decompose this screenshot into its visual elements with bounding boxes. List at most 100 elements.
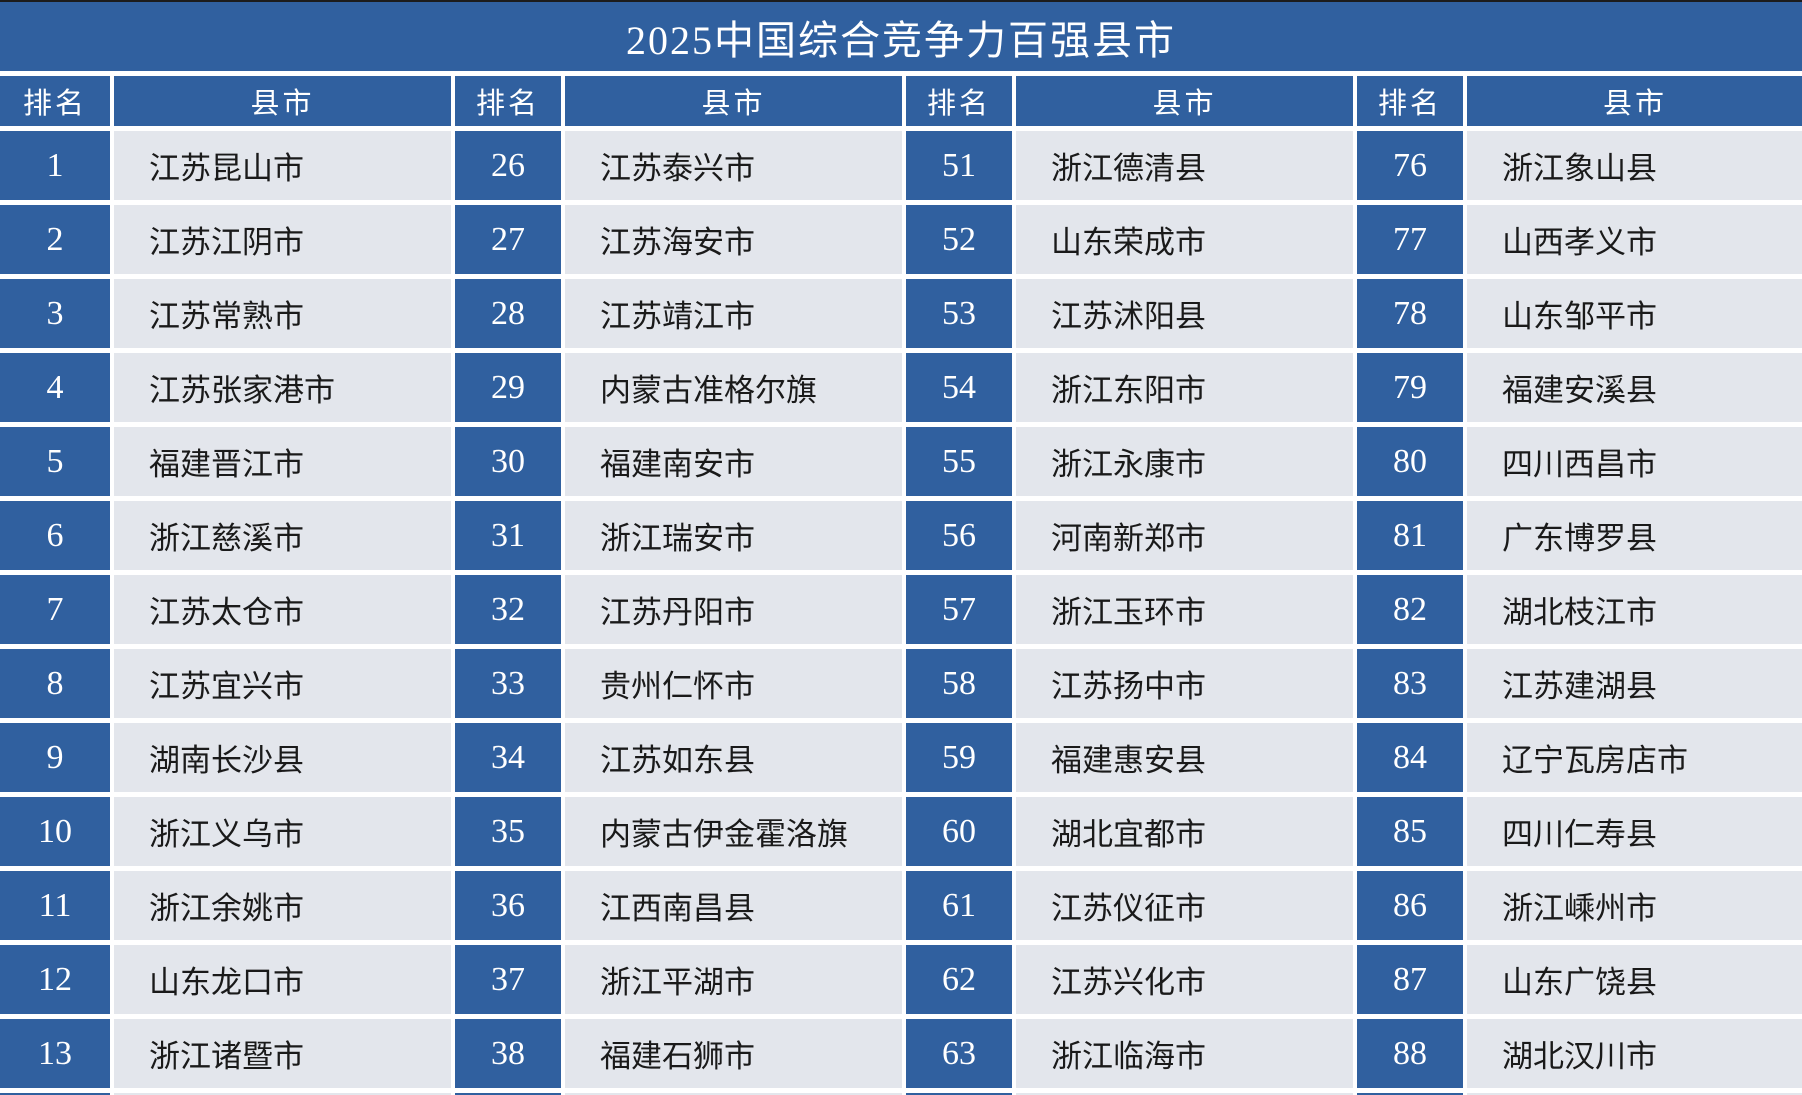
city-cell: 江苏建湖县 xyxy=(1467,649,1802,718)
table-title: 2025中国综合竞争力百强县市 xyxy=(0,2,1802,71)
city-cell: 福建安溪县 xyxy=(1467,353,1802,422)
rank-cell: 56 xyxy=(906,501,1012,570)
rank-cell: 12 xyxy=(0,945,110,1014)
rank-cell: 2 xyxy=(0,205,110,274)
rank-cell: 26 xyxy=(455,131,561,200)
rank-cell: 51 xyxy=(906,131,1012,200)
rank-cell: 11 xyxy=(0,871,110,940)
city-cell: 湖北汉川市 xyxy=(1467,1019,1802,1088)
rank-cell-partial xyxy=(906,1093,1012,1095)
city-cell: 辽宁瓦房店市 xyxy=(1467,723,1802,792)
rank-header: 排名 xyxy=(455,76,561,126)
city-cell: 江西南昌县 xyxy=(565,871,902,940)
rank-cell: 32 xyxy=(455,575,561,644)
rank-cell: 55 xyxy=(906,427,1012,496)
city-cell: 浙江义乌市 xyxy=(114,797,451,866)
city-cell: 山东广饶县 xyxy=(1467,945,1802,1014)
city-header: 县市 xyxy=(114,76,451,126)
rank-cell: 53 xyxy=(906,279,1012,348)
city-cell: 浙江余姚市 xyxy=(114,871,451,940)
rank-cell: 54 xyxy=(906,353,1012,422)
city-cell: 浙江东阳市 xyxy=(1016,353,1353,422)
rank-cell: 8 xyxy=(0,649,110,718)
city-cell: 贵州仁怀市 xyxy=(565,649,902,718)
city-cell: 四川西昌市 xyxy=(1467,427,1802,496)
rank-cell: 10 xyxy=(0,797,110,866)
rank-header: 排名 xyxy=(906,76,1012,126)
rank-cell: 80 xyxy=(1357,427,1463,496)
rank-cell: 86 xyxy=(1357,871,1463,940)
city-cell: 福建石狮市 xyxy=(565,1019,902,1088)
rank-cell: 83 xyxy=(1357,649,1463,718)
city-cell: 浙江临海市 xyxy=(1016,1019,1353,1088)
rank-cell: 61 xyxy=(906,871,1012,940)
city-cell: 江苏宜兴市 xyxy=(114,649,451,718)
city-cell: 江苏常熟市 xyxy=(114,279,451,348)
rank-cell: 34 xyxy=(455,723,561,792)
rank-cell: 79 xyxy=(1357,353,1463,422)
city-header: 县市 xyxy=(565,76,902,126)
city-cell: 江苏昆山市 xyxy=(114,131,451,200)
city-cell: 浙江瑞安市 xyxy=(565,501,902,570)
city-cell: 江苏靖江市 xyxy=(565,279,902,348)
city-cell: 浙江慈溪市 xyxy=(114,501,451,570)
rank-cell-partial xyxy=(0,1093,110,1095)
city-cell: 湖北枝江市 xyxy=(1467,575,1802,644)
rank-cell: 52 xyxy=(906,205,1012,274)
rank-cell: 62 xyxy=(906,945,1012,1014)
rank-cell: 13 xyxy=(0,1019,110,1088)
city-cell: 江苏张家港市 xyxy=(114,353,451,422)
city-cell: 江苏扬中市 xyxy=(1016,649,1353,718)
rank-cell: 85 xyxy=(1357,797,1463,866)
rank-cell: 58 xyxy=(906,649,1012,718)
city-cell: 江苏江阴市 xyxy=(114,205,451,274)
rank-cell: 5 xyxy=(0,427,110,496)
city-cell-partial xyxy=(1016,1093,1353,1095)
city-cell: 江苏兴化市 xyxy=(1016,945,1353,1014)
city-cell: 福建南安市 xyxy=(565,427,902,496)
city-cell: 内蒙古准格尔旗 xyxy=(565,353,902,422)
city-cell: 浙江玉环市 xyxy=(1016,575,1353,644)
rank-cell: 88 xyxy=(1357,1019,1463,1088)
city-cell: 浙江诸暨市 xyxy=(114,1019,451,1088)
rank-header: 排名 xyxy=(1357,76,1463,126)
rank-cell-partial xyxy=(1357,1093,1463,1095)
rank-cell: 4 xyxy=(0,353,110,422)
city-cell: 福建惠安县 xyxy=(1016,723,1353,792)
rank-cell: 29 xyxy=(455,353,561,422)
rank-cell: 60 xyxy=(906,797,1012,866)
city-header: 县市 xyxy=(1016,76,1353,126)
rank-cell: 30 xyxy=(455,427,561,496)
rank-header: 排名 xyxy=(0,76,110,126)
rank-cell: 37 xyxy=(455,945,561,1014)
rank-cell: 6 xyxy=(0,501,110,570)
rank-cell: 59 xyxy=(906,723,1012,792)
city-header: 县市 xyxy=(1467,76,1802,126)
rank-cell: 27 xyxy=(455,205,561,274)
city-cell: 山东邹平市 xyxy=(1467,279,1802,348)
city-cell: 浙江德清县 xyxy=(1016,131,1353,200)
city-cell: 山西孝义市 xyxy=(1467,205,1802,274)
city-cell: 福建晋江市 xyxy=(114,427,451,496)
city-cell: 江苏泰兴市 xyxy=(565,131,902,200)
city-cell: 浙江平湖市 xyxy=(565,945,902,1014)
rank-cell: 35 xyxy=(455,797,561,866)
city-cell: 浙江永康市 xyxy=(1016,427,1353,496)
rank-cell: 82 xyxy=(1357,575,1463,644)
city-cell: 山东荣成市 xyxy=(1016,205,1353,274)
rank-cell: 81 xyxy=(1357,501,1463,570)
rank-cell: 7 xyxy=(0,575,110,644)
rank-cell: 87 xyxy=(1357,945,1463,1014)
city-cell: 江苏太仓市 xyxy=(114,575,451,644)
rank-cell: 57 xyxy=(906,575,1012,644)
city-cell: 江苏仪征市 xyxy=(1016,871,1353,940)
city-cell: 浙江象山县 xyxy=(1467,131,1802,200)
city-cell: 湖北宜都市 xyxy=(1016,797,1353,866)
city-cell: 江苏海安市 xyxy=(565,205,902,274)
rank-cell: 9 xyxy=(0,723,110,792)
city-cell: 内蒙古伊金霍洛旗 xyxy=(565,797,902,866)
rank-cell: 1 xyxy=(0,131,110,200)
rank-cell-partial xyxy=(455,1093,561,1095)
rank-cell: 28 xyxy=(455,279,561,348)
